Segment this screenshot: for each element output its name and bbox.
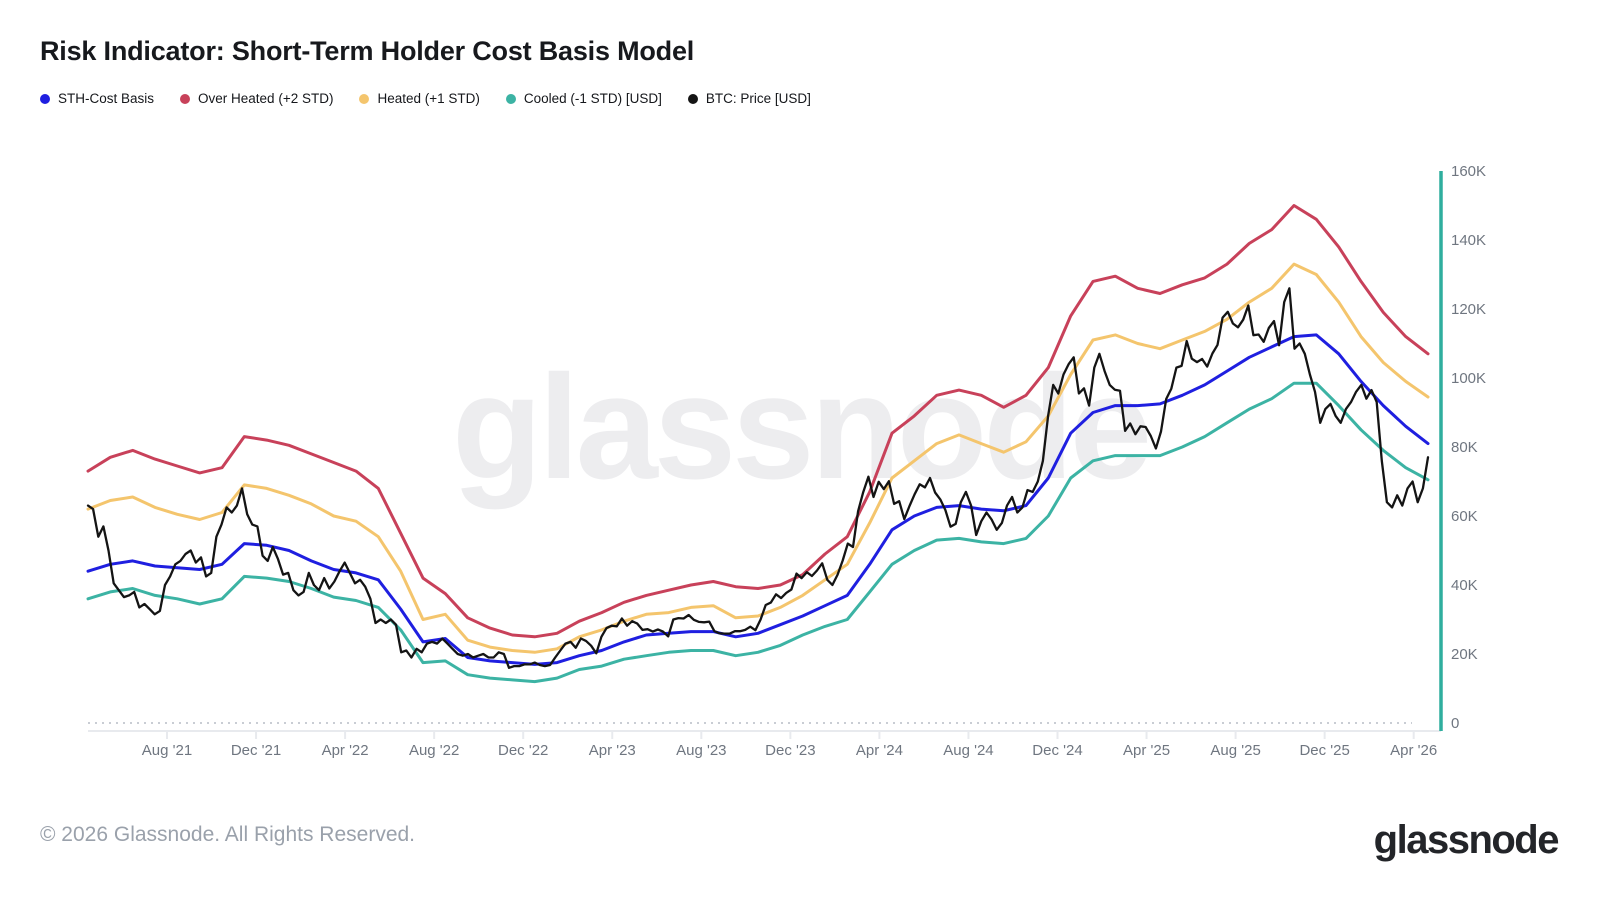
legend-item-0[interactable]: STH-Cost Basis — [40, 91, 154, 106]
chart-title: Risk Indicator: Short-Term Holder Cost B… — [40, 36, 695, 66]
legend-item-1[interactable]: Over Heated (+2 STD) — [180, 91, 333, 106]
y-tick-label: 60K — [1451, 508, 1478, 525]
legend-dot-icon — [40, 93, 50, 104]
x-tick-label: Dec '21 — [231, 742, 281, 759]
legend-dot-icon — [505, 93, 516, 104]
x-tick-label: Aug '21 — [142, 742, 192, 759]
x-tick-label: Aug '22 — [409, 742, 459, 759]
y-tick-label: 0 — [1451, 715, 1459, 732]
x-tick-label: Apr '25 — [1123, 742, 1170, 759]
x-tick-label: Aug '24 — [943, 742, 993, 759]
legend-item-label: Over Heated (+2 STD) — [198, 91, 334, 106]
y-tick-label: 80K — [1451, 439, 1478, 456]
copyright-text: © 2026 Glassnode. All Rights Reserved. — [40, 823, 416, 846]
legend-dot-icon — [180, 93, 191, 104]
series-btc-price-usd — [86, 287, 1430, 669]
x-tick-label: Apr '22 — [322, 742, 369, 759]
series-cooled-1-std-usd — [86, 381, 1430, 684]
y-tick-label: 160K — [1451, 163, 1486, 180]
legend-item-label: Cooled (-1 STD) [USD] — [523, 91, 662, 106]
legend-dot-icon — [359, 93, 370, 104]
legend-item-3[interactable]: Cooled (-1 STD) [USD] — [505, 91, 662, 106]
legend-item-2[interactable]: Heated (+1 STD) — [359, 91, 480, 106]
x-tick-label: Apr '24 — [856, 742, 903, 759]
y-tick-label: 120K — [1451, 301, 1486, 318]
series-heated-1-std — [86, 262, 1430, 654]
series-over-heated-2-std — [86, 204, 1430, 639]
x-tick-label: Apr '23 — [589, 742, 636, 759]
x-tick-label: Dec '25 — [1299, 742, 1349, 759]
legend-item-label: BTC: Price [USD] — [705, 91, 811, 106]
x-tick-label: Dec '22 — [498, 742, 548, 759]
x-tick-label: Apr '26 — [1390, 742, 1437, 759]
x-tick-label: Dec '23 — [765, 742, 815, 759]
x-tick-label: Aug '25 — [1210, 742, 1260, 759]
y-tick-label: 20K — [1451, 646, 1478, 663]
legend-item-4[interactable]: BTC: Price [USD] — [687, 91, 811, 106]
x-tick-label: Dec '24 — [1032, 742, 1082, 759]
glassnode-logo: glassnode — [1373, 818, 1560, 862]
x-tick-label: Aug '23 — [676, 742, 726, 759]
legend: STH-Cost Basis Over Heated (+2 STD) Heated… — [40, 91, 811, 106]
legend-dot-icon — [687, 93, 698, 104]
legend-item-label: Heated (+1 STD) — [377, 91, 480, 106]
glassnode-watermark: glassnode — [452, 345, 1152, 510]
series-sth-cost-basis — [86, 333, 1430, 666]
y-tick-label: 140K — [1451, 232, 1486, 249]
y-tick-label: 100K — [1451, 370, 1486, 387]
y-tick-label: 40K — [1451, 577, 1478, 594]
legend-item-label: STH-Cost Basis — [58, 91, 155, 106]
